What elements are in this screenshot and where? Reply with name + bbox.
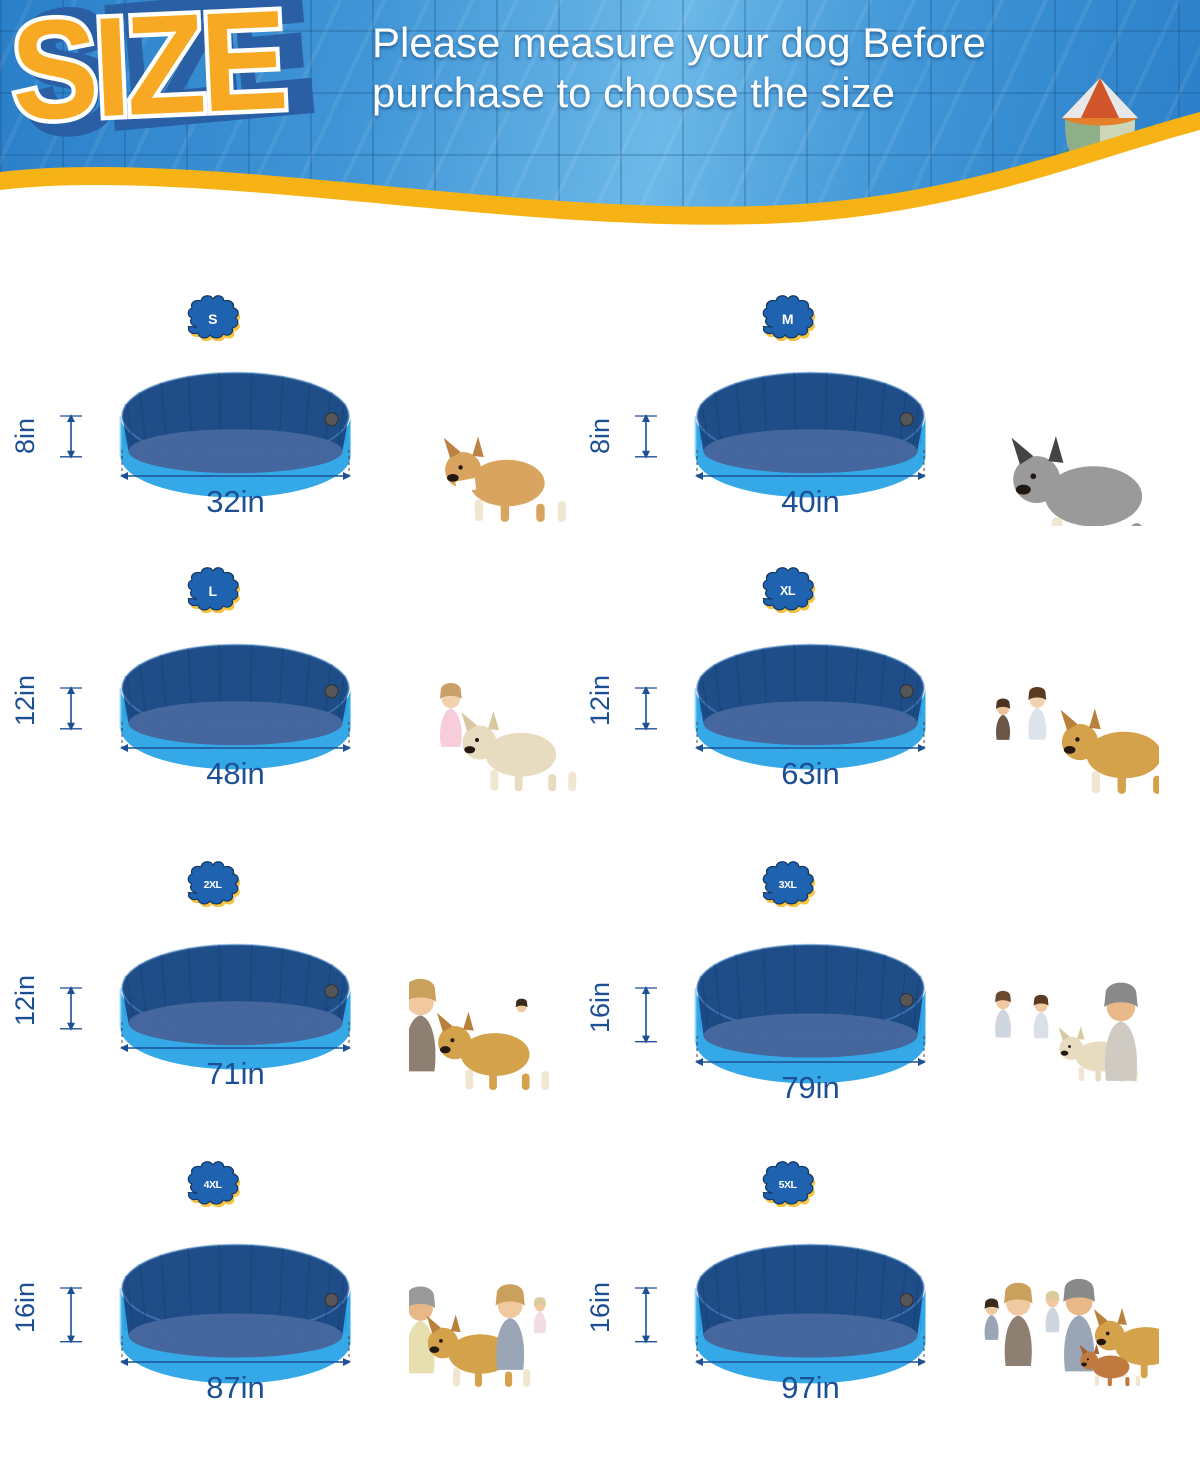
svg-text:2XL: 2XL <box>204 879 223 891</box>
svg-text:3XL: 3XL <box>779 879 798 891</box>
svg-text:L: L <box>208 583 217 599</box>
svg-text:M: M <box>782 311 793 327</box>
svg-text:4XL: 4XL <box>204 1179 223 1191</box>
svg-text:XL: XL <box>780 584 796 598</box>
svg-text:S: S <box>208 311 217 327</box>
svg-text:5XL: 5XL <box>779 1179 798 1191</box>
